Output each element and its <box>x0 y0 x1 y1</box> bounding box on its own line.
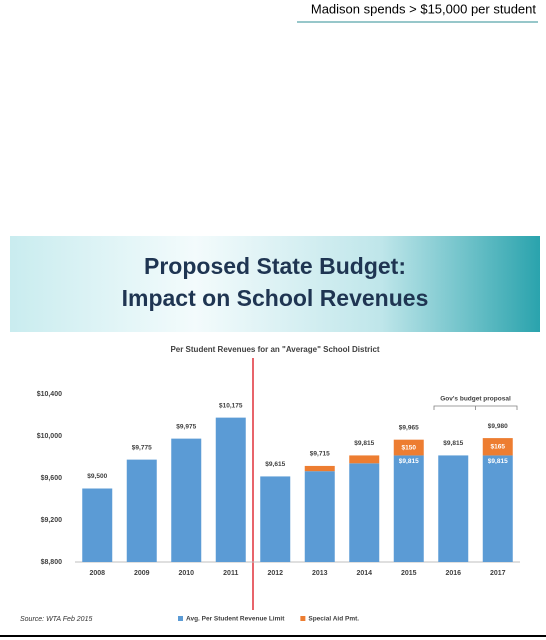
header: Madison spends > $15,000 per student <box>311 1 537 16</box>
bar-segment <box>260 476 291 562</box>
x-tick-label: 2013 <box>312 570 328 577</box>
bar-segment <box>215 417 246 562</box>
x-tick-label: 2017 <box>490 570 506 577</box>
source: Source: WTA Feb 2015 <box>20 616 92 623</box>
total-label: $9,980 <box>488 423 508 430</box>
x-tick-label: 2016 <box>445 570 461 577</box>
total-label: $9,965 <box>399 424 419 431</box>
bar-segment <box>304 471 335 562</box>
total-label: $9,500 <box>87 473 107 480</box>
bar-segment <box>393 439 424 456</box>
value-label: $9,815 <box>399 458 419 465</box>
y-tick-label: $9,600 <box>41 475 63 482</box>
total-label: $9,715 <box>310 451 330 458</box>
bar-segment <box>126 459 157 562</box>
annotation-bracket <box>433 405 518 410</box>
x-tick-label: 2011 <box>223 570 238 577</box>
y-tick-label: $8,800 <box>41 559 63 566</box>
x-tick-label: 2009 <box>134 570 150 577</box>
total-label: $9,815 <box>354 440 374 447</box>
total-label: $9,775 <box>132 444 152 451</box>
bar-segment <box>349 455 380 464</box>
bar-segment <box>304 465 335 472</box>
bar-segment <box>171 438 202 562</box>
annotation: Gov's budget proposal <box>440 396 511 403</box>
bar-segment <box>438 455 469 562</box>
bar-segment <box>82 488 113 562</box>
x-tick-label: 2008 <box>89 570 105 577</box>
bar-segment <box>349 463 380 562</box>
chart-title: Per Student Revenues for an "Average" Sc… <box>170 345 379 354</box>
legend-label: Special Aid Pmt. <box>308 616 359 623</box>
y-tick-label: $10,000 <box>37 433 62 440</box>
legend-swatch <box>178 616 183 621</box>
total-label: $10,175 <box>219 402 243 409</box>
total-label: $9,815 <box>443 440 463 447</box>
y-tick-label: $9,200 <box>41 517 63 524</box>
legend-swatch <box>300 616 306 621</box>
total-label: $9,975 <box>176 423 196 430</box>
bar-segment <box>482 438 513 456</box>
banner-title: Proposed State Budget: <box>144 253 406 279</box>
x-tick-label: 2012 <box>267 570 283 577</box>
bar-segment <box>393 455 424 562</box>
x-tick-label: 2014 <box>356 570 372 577</box>
x-tick-label: 2015 <box>401 570 417 577</box>
total-label: $9,615 <box>265 461 285 468</box>
y-tick-label: $10,400 <box>37 391 62 398</box>
banner-title: Impact on School Revenues <box>122 285 429 311</box>
legend-label: Avg. Per Student Revenue Limit <box>186 616 285 623</box>
bar-segment <box>482 455 513 562</box>
value-label: $150 <box>402 444 417 451</box>
banner <box>10 236 540 332</box>
value-label: $9,815 <box>488 458 508 465</box>
x-tick-label: 2010 <box>178 570 194 577</box>
value-label: $165 <box>491 443 506 450</box>
